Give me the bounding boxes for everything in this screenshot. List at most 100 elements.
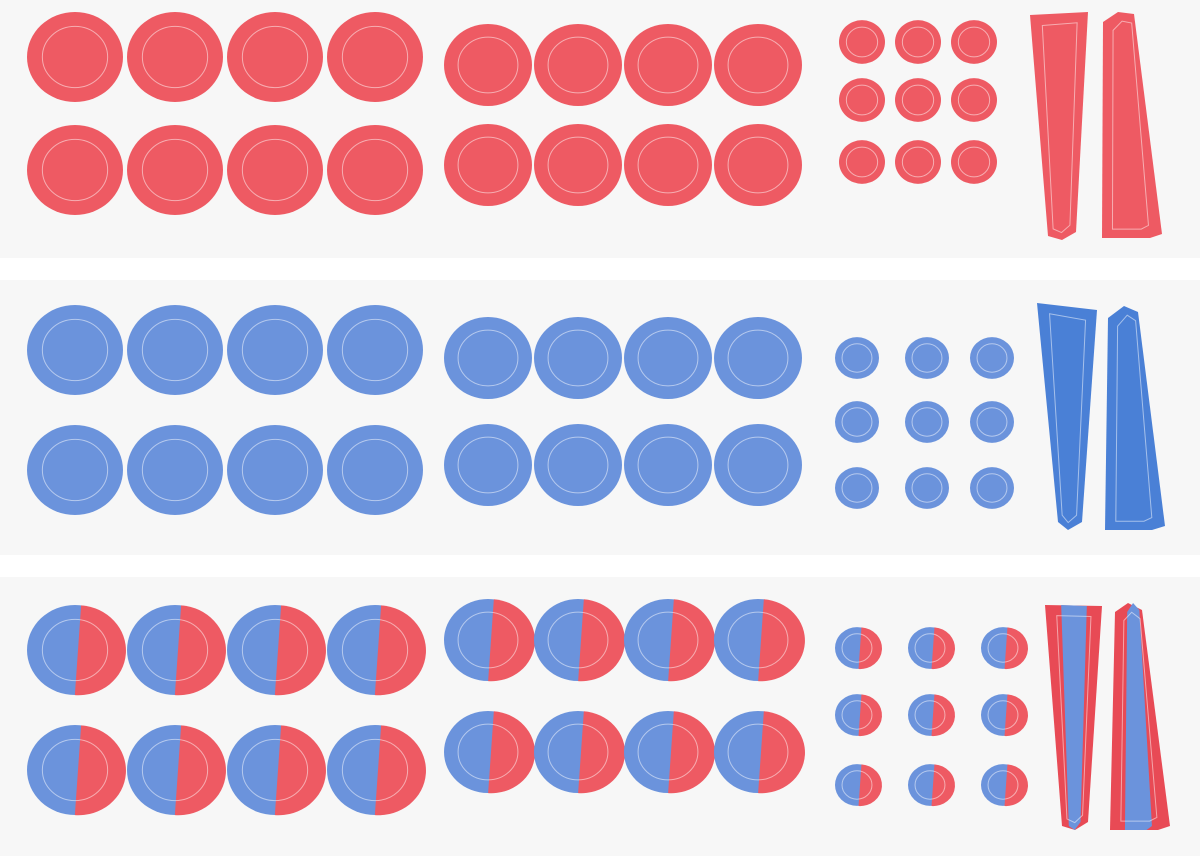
- sticker-outline: [241, 25, 309, 89]
- sticker-dot-half: [374, 725, 426, 816]
- sticker-dot: [534, 317, 622, 399]
- sticker-dot-half: [74, 605, 126, 696]
- sticker-dot: [534, 24, 622, 106]
- sticker-dot: [905, 337, 949, 379]
- sticker-dot: [895, 20, 941, 64]
- sticker-outline: [457, 329, 519, 387]
- sticker-dot: [714, 424, 802, 506]
- sticker-dot: [127, 125, 223, 215]
- sticker-dot-half: [488, 599, 535, 682]
- sticker-strip-outline: [1056, 615, 1092, 824]
- sticker-dot: [444, 317, 532, 399]
- sticker-outline: [341, 138, 409, 202]
- sticker-dot-half: [858, 764, 882, 807]
- sticker-outline: [841, 473, 873, 503]
- sticker-outline: [241, 138, 309, 202]
- sticker-outline: [914, 633, 946, 663]
- sticker-strip-outline: [1115, 314, 1153, 522]
- sticker-dot-half: [931, 627, 955, 670]
- sticker-dot: [227, 305, 323, 395]
- sticker-dot: [951, 140, 997, 184]
- sticker-dot-half: [1004, 694, 1028, 737]
- sticker-outline: [845, 84, 879, 116]
- sticker-outline: [241, 318, 309, 382]
- sticker-outline: [457, 136, 519, 194]
- sticker-dot-half: [488, 711, 535, 794]
- sticker-dot: [27, 425, 123, 515]
- sticker-outline: [457, 36, 519, 94]
- sticker-dot: [327, 12, 423, 102]
- sticker-outline: [957, 84, 991, 116]
- sticker-outline: [241, 738, 309, 802]
- sticker-outline: [911, 473, 943, 503]
- sticker-outline: [547, 723, 609, 781]
- sticker-outline: [141, 618, 209, 682]
- sticker-dot: [444, 124, 532, 206]
- sticker-outline: [241, 438, 309, 502]
- sticker-outline: [341, 25, 409, 89]
- sticker-outline: [457, 436, 519, 494]
- sticker-dot: [839, 140, 885, 184]
- sticker-outline: [141, 138, 209, 202]
- sticker-dot: [714, 24, 802, 106]
- sticker-dot: [835, 337, 879, 379]
- sticker-outline: [727, 723, 789, 781]
- sticker-outline: [911, 343, 943, 373]
- sticker-outline: [911, 407, 943, 437]
- sticker-dot: [227, 125, 323, 215]
- sticker-outline: [341, 738, 409, 802]
- sticker-outline: [547, 136, 609, 194]
- sticker-outline: [41, 138, 109, 202]
- sticker-outline: [987, 770, 1019, 800]
- sticker-outline: [727, 36, 789, 94]
- sticker-dot: [970, 401, 1014, 443]
- sticker-outline: [914, 770, 946, 800]
- sticker-outline: [41, 438, 109, 502]
- sticker-dot: [127, 425, 223, 515]
- sticker-dot-half: [74, 725, 126, 816]
- sticker-dot: [905, 401, 949, 443]
- sticker-dot: [895, 140, 941, 184]
- sticker-outline: [41, 738, 109, 802]
- sticker-outline: [987, 700, 1019, 730]
- sticker-outline: [341, 438, 409, 502]
- sticker-dot-half: [374, 605, 426, 696]
- sticker-strip: [1105, 306, 1165, 530]
- sticker-outline: [987, 633, 1019, 663]
- sticker-dot: [835, 401, 879, 443]
- sticker-outline: [841, 700, 873, 730]
- sticker-dot-half: [578, 599, 625, 682]
- sticker-dot: [27, 305, 123, 395]
- sticker-dot: [905, 467, 949, 509]
- sticker-dot-half: [578, 711, 625, 794]
- sticker-dot: [970, 337, 1014, 379]
- sticker-dot: [951, 20, 997, 64]
- sticker-outline: [341, 318, 409, 382]
- sticker-dot-half: [274, 605, 326, 696]
- sticker-outline: [727, 611, 789, 669]
- sticker-outline: [914, 700, 946, 730]
- sticker-dot: [835, 467, 879, 509]
- sticker-outline: [841, 343, 873, 373]
- sticker-outline: [976, 473, 1008, 503]
- sticker-dot: [839, 78, 885, 122]
- sticker-outline: [41, 25, 109, 89]
- sticker-outline: [141, 25, 209, 89]
- sticker-dot-half: [668, 599, 715, 682]
- sticker-dot: [714, 317, 802, 399]
- sticker-outline: [41, 618, 109, 682]
- sticker-dot-half: [931, 764, 955, 807]
- sticker-outline: [845, 26, 879, 58]
- sticker-outline: [457, 723, 519, 781]
- sticker-outline: [901, 146, 935, 178]
- sticker-dot: [951, 78, 997, 122]
- sticker-strip-band: [1061, 605, 1087, 830]
- sticker-outline: [976, 343, 1008, 373]
- sticker-outline: [141, 438, 209, 502]
- sticker-outline: [727, 136, 789, 194]
- sticker-outline: [901, 84, 935, 116]
- sticker-outline: [841, 633, 873, 663]
- sticker-strip-outline: [1120, 611, 1158, 822]
- sticker-dot: [327, 125, 423, 215]
